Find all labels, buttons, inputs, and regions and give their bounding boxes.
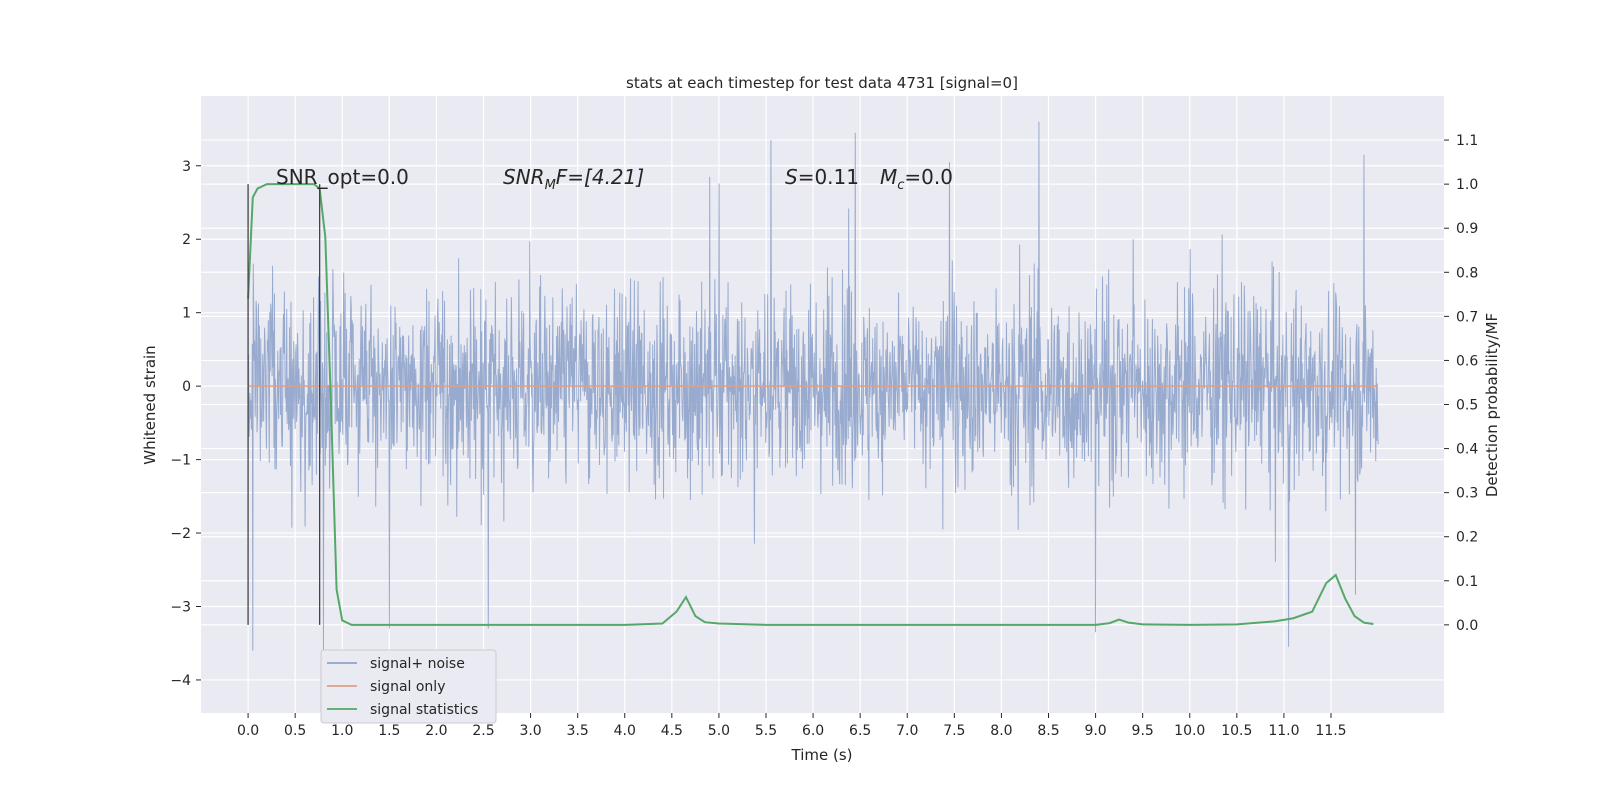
x-tick-label-5: 2.5 — [472, 723, 494, 739]
y-right-tick-label-6: 0.6 — [1456, 353, 1478, 369]
y-left-tick-label-1: −3 — [170, 599, 191, 615]
y-right-tick-label-7: 0.7 — [1456, 309, 1478, 325]
x-tick-label-1: 0.5 — [284, 723, 306, 739]
y-axis-left-label: Whitened strain — [141, 345, 159, 464]
x-tick-label-21: 10.5 — [1221, 723, 1252, 739]
s-rest: =0.11 — [798, 165, 859, 189]
x-axis-label: Time (s) — [791, 746, 853, 764]
legend-label-signal-statistics: signal statistics — [370, 702, 478, 718]
legend-box — [320, 649, 497, 724]
x-tick-label-17: 8.5 — [1037, 723, 1059, 739]
x-tick-label-2: 1.0 — [331, 723, 353, 739]
x-tick-label-16: 8.0 — [990, 723, 1012, 739]
x-tick-label-3: 1.5 — [378, 723, 400, 739]
x-tick-label-12: 6.0 — [802, 723, 824, 739]
y-left-tick-label-0: −4 — [170, 673, 191, 689]
y-right-tick-label-4: 0.4 — [1456, 442, 1478, 458]
y-right-tick-label-9: 0.9 — [1456, 221, 1478, 237]
x-tick-label-11: 5.5 — [755, 723, 777, 739]
mc-symbol: M — [880, 165, 897, 189]
y-left-tick-label-7: 3 — [182, 159, 191, 175]
y-axis-right-label: Detection probability/MF — [1483, 313, 1501, 497]
x-tick-label-15: 7.5 — [943, 723, 965, 739]
y-right-tick-label-11: 1.1 — [1456, 133, 1478, 149]
snr-mf-rest: F=[4.21] — [556, 165, 644, 189]
vertical-markers — [247, 184, 321, 625]
y-left-tick-label-3: −1 — [170, 453, 191, 469]
x-tick-label-20: 10.0 — [1174, 723, 1205, 739]
x-tick-label-0: 0.0 — [237, 723, 259, 739]
legend-label-signal-only: signal only — [370, 679, 445, 695]
y-left-tick-label-4: 0 — [182, 379, 191, 395]
y-left-tick-label-2: −2 — [170, 526, 191, 542]
y-right-tick-label-2: 0.2 — [1456, 530, 1478, 546]
x-tick-label-14: 7.0 — [896, 723, 918, 739]
y-right-tick-label-1: 0.1 — [1456, 574, 1478, 590]
snr-mf-subscript: M — [545, 178, 556, 193]
snr-mf-symbol: SNR — [503, 165, 545, 189]
x-tick-label-10: 5.0 — [708, 723, 730, 739]
x-tick-label-18: 9.0 — [1084, 723, 1106, 739]
x-tick-label-7: 3.5 — [567, 723, 589, 739]
series-line-2 — [247, 183, 1374, 626]
y-axis-left-ticks: −4 −3 −2 −1 0 1 2 3 — [170, 159, 201, 689]
y-right-tick-label-0: 0.0 — [1456, 618, 1478, 634]
legend-label-signal-noise: signal+ noise — [370, 656, 465, 672]
y-left-tick-label-6: 2 — [182, 232, 191, 248]
legend: signal+ noise signal only signal statist… — [320, 649, 497, 724]
x-tick-label-9: 4.5 — [661, 723, 683, 739]
x-tick-label-6: 3.0 — [519, 723, 541, 739]
x-tick-label-8: 4.0 — [614, 723, 636, 739]
y-right-tick-label-5: 0.5 — [1456, 398, 1478, 414]
chart-title: stats at each timestep for test data 473… — [626, 74, 1018, 92]
annotation-snr-opt: SNR_opt=0.0 — [276, 165, 409, 189]
series-lines — [247, 183, 1379, 626]
annotation-snr-mf: SNRMF=[4.21] — [503, 165, 644, 193]
y-axis-right-ticks: 0.0 0.1 0.2 0.3 0.4 0.5 0.6 0.7 0.8 0.9 1.0 1.1 — [1444, 133, 1478, 634]
annotation-s: S=0.11 — [785, 165, 859, 189]
x-tick-label-23: 11.5 — [1315, 723, 1346, 739]
x-tick-label-19: 9.5 — [1132, 723, 1154, 739]
x-tick-label-13: 6.5 — [849, 723, 871, 739]
x-tick-label-4: 2.0 — [425, 723, 447, 739]
y-right-tick-label-8: 0.8 — [1456, 265, 1478, 281]
y-left-tick-label-5: 1 — [182, 306, 191, 322]
x-axis-ticks: 0.0 0.5 1.0 1.5 2.0 2.5 3.0 3.5 4.0 4.5 5.0 5.5 6.0 6… — [237, 713, 1347, 739]
annotation-mc: Mc=0.0 — [880, 165, 953, 193]
mc-subscript: c — [897, 178, 904, 193]
y-right-tick-label-10: 1.0 — [1456, 177, 1478, 193]
s-symbol: S — [785, 165, 798, 189]
x-tick-label-22: 11.0 — [1268, 723, 1299, 739]
y-right-tick-label-3: 0.3 — [1456, 486, 1478, 502]
mc-rest: =0.0 — [904, 165, 953, 189]
